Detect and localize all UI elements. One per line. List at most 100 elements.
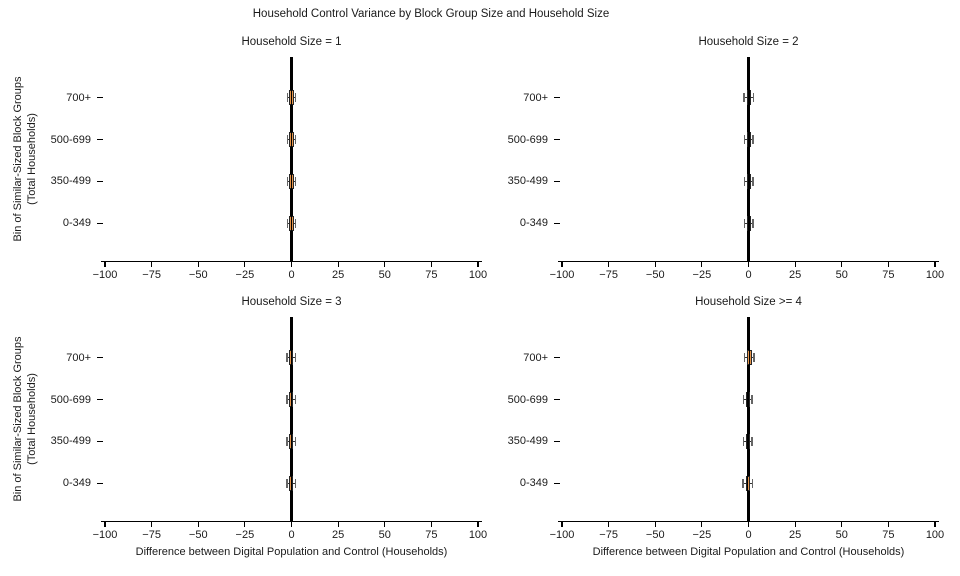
y-tick-mark: [97, 222, 103, 224]
x-tick-mark: [197, 522, 199, 528]
x-tick-mark: [290, 522, 293, 528]
y-tick-mark: [554, 440, 560, 443]
y-tick-mark: [554, 180, 560, 183]
x-tick-label: −50: [645, 529, 665, 541]
boxplot-cap-low: [744, 353, 746, 363]
y-axis-label: Bin of Similar-Sized Block Groups (Total …: [11, 317, 41, 521]
x-tick-label: 25: [332, 529, 345, 541]
x-tick-label: −50: [188, 269, 208, 281]
x-tick-mark: [384, 522, 386, 528]
boxplot-cap-high: [752, 135, 754, 145]
boxplot-median: [290, 475, 293, 491]
x-tick-mark: [151, 262, 153, 268]
x-tick-label: −75: [599, 529, 618, 541]
x-tick-label: −25: [692, 529, 712, 541]
boxplot-cap-high: [753, 353, 755, 363]
y-tick-mark: [554, 482, 560, 484]
x-tick-label: −25: [235, 529, 255, 541]
boxplot-median: [290, 215, 293, 231]
x-tick-mark: [794, 262, 796, 268]
x-tick-mark: [151, 522, 153, 528]
x-axis-line: [101, 261, 482, 263]
y-category-label: 700+: [523, 91, 548, 104]
x-axis-line: [558, 521, 939, 523]
x-tick-label: 50: [835, 529, 848, 541]
boxplot-cap-low: [743, 135, 746, 145]
subplot-household-size-2: Household Size = 2 −100 −75 −50 −25 0 25 50 75 10…: [508, 36, 945, 281]
x-tick-label: 0: [288, 529, 295, 541]
boxplot-median: [748, 215, 750, 231]
y-tick-mark: [97, 482, 103, 484]
boxplot-median: [290, 90, 293, 106]
boxplot-cap-high: [295, 93, 297, 103]
x-tick-mark: [337, 522, 339, 528]
x-tick-label: −75: [599, 269, 618, 281]
x-tick-mark: [841, 522, 843, 528]
y-tick-mark: [97, 180, 103, 183]
y-tick-mark: [554, 398, 560, 401]
boxplot-cap-low: [286, 135, 288, 145]
boxplot-median: [290, 173, 293, 189]
boxplot-median: [748, 173, 750, 189]
x-tick-mark: [701, 262, 703, 268]
x-tick-mark: [477, 262, 479, 268]
x-tick-mark: [104, 522, 106, 528]
boxplot-median: [290, 392, 293, 408]
x-tick-mark: [934, 522, 936, 528]
x-tick-mark: [197, 262, 199, 268]
x-tick-mark: [887, 262, 889, 268]
y-tick-mark: [554, 97, 560, 99]
boxplot-median: [290, 350, 293, 366]
subplot-household-size-1: Household Size = 1 −100 −75 −50 −25 0 25 50 75 10…: [12, 36, 487, 281]
boxplot-cap-low: [286, 353, 288, 363]
x-tick-mark: [934, 262, 936, 268]
x-tick-label: 25: [789, 529, 802, 541]
subplot-title: Household Size = 1: [241, 36, 342, 48]
boxplot-median: [290, 433, 293, 449]
x-tick-label: 75: [882, 269, 895, 281]
x-tick-mark: [747, 262, 750, 268]
x-tick-label: 75: [425, 269, 438, 281]
y-axis-label-line2: (Total Households): [26, 373, 38, 465]
boxplot-cap-low: [743, 436, 745, 446]
boxplot-cap-low: [743, 218, 745, 228]
y-category-label: 500-699: [50, 393, 91, 406]
x-tick-mark: [244, 262, 246, 268]
x-tick-mark: [608, 262, 610, 268]
y-category-label: 350-499: [50, 175, 91, 188]
y-axis-label-line2: (Total Households): [26, 113, 38, 205]
zero-reference-line: [747, 317, 750, 521]
boxplot-cap-high: [295, 218, 297, 228]
boxplot-cap-low: [286, 478, 288, 488]
x-tick-label: −100: [92, 269, 118, 281]
subplot-title: Household Size = 3: [241, 296, 342, 308]
boxplot-cap-low: [286, 436, 288, 446]
boxplot-median: [746, 475, 749, 491]
x-tick-label: 100: [925, 269, 945, 281]
boxplot-cap-low: [286, 176, 288, 186]
boxplot-cap-low: [743, 395, 745, 405]
x-tick-label: 50: [378, 529, 391, 541]
y-tick-mark: [97, 138, 103, 141]
boxplot-cap-high: [294, 353, 297, 363]
y-category-label: 700+: [66, 91, 91, 104]
boxplot-cap-low: [286, 395, 288, 405]
boxplot-median: [748, 90, 751, 106]
x-tick-mark: [701, 522, 703, 528]
boxplot-cap-high: [752, 218, 754, 228]
boxplot-median: [290, 132, 293, 148]
boxplot-cap-high: [751, 395, 753, 405]
x-tick-label: −25: [235, 269, 255, 281]
boxplot-cap-high: [295, 135, 297, 145]
y-tick-mark: [554, 138, 560, 141]
y-category-label: 350-499: [507, 175, 548, 188]
zero-reference-line: [747, 57, 750, 261]
x-tick-label: 75: [882, 529, 895, 541]
boxplot-cap-low: [742, 478, 744, 488]
x-tick-label: 25: [332, 269, 345, 281]
x-tick-label: 0: [288, 269, 295, 281]
x-tick-mark: [887, 522, 889, 528]
x-tick-mark: [337, 262, 339, 268]
subplot-household-size-4plus: Household Size >= 4 −100 −75 −50 −25 0 25 50 75 1…: [508, 296, 945, 558]
x-tick-mark: [384, 262, 386, 268]
